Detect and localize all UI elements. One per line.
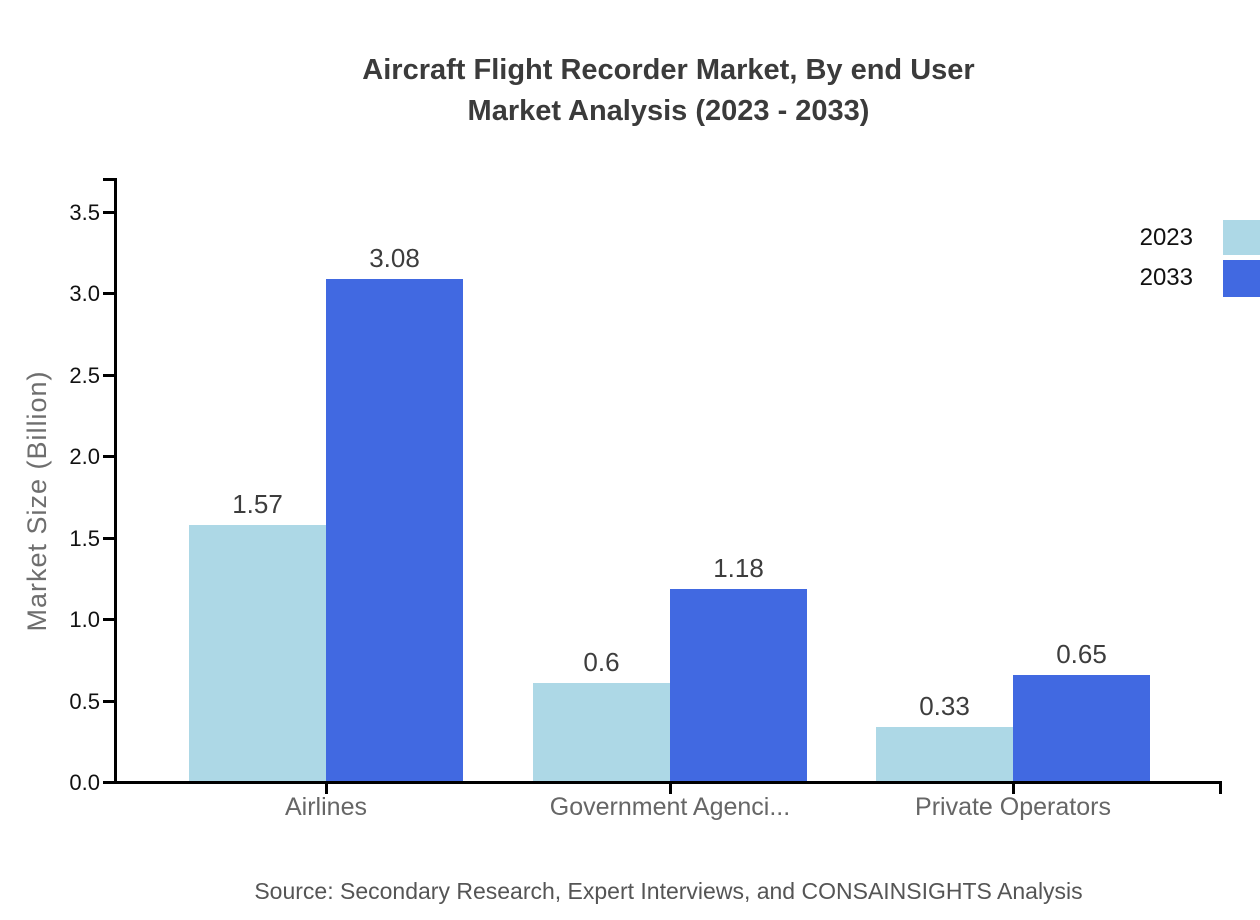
bar-value-label: 0.33 bbox=[919, 691, 970, 721]
y-tick-label: 3.5 bbox=[69, 199, 100, 225]
y-tick-label: 3.0 bbox=[69, 281, 100, 306]
x-tick-mark bbox=[669, 781, 672, 794]
y-tick-mark bbox=[103, 210, 114, 214]
bar-2023-Private Operators bbox=[876, 727, 1013, 781]
bar-value-label: 1.57 bbox=[232, 489, 283, 519]
y-tick-label: 1.5 bbox=[69, 525, 100, 551]
y-tick-label: 1.0 bbox=[69, 607, 100, 632]
category-label: Airlines bbox=[285, 793, 367, 821]
source-attribution: Source: Secondary Research, Expert Inter… bbox=[254, 878, 1083, 904]
x-tick-mark bbox=[1012, 781, 1015, 794]
y-tick-mark bbox=[103, 536, 114, 540]
bar-2023-Airlines bbox=[189, 525, 326, 781]
y-tick-label: 0.0 bbox=[69, 770, 100, 795]
y-axis-label: Market Size (Billion) bbox=[22, 370, 52, 632]
chart-title-line2: Market Analysis (2023 - 2033) bbox=[467, 95, 870, 127]
y-tick-mark bbox=[103, 373, 114, 377]
bar-value-label: 0.6 bbox=[583, 647, 620, 677]
x-axis-end-tick bbox=[1219, 781, 1222, 794]
category-label: Government Agenci... bbox=[549, 793, 791, 821]
bar-value-label: 3.08 bbox=[369, 243, 420, 273]
category-label: Private Operators bbox=[915, 793, 1111, 821]
legend-label-2023: 2023 bbox=[1139, 224, 1193, 251]
y-tick-mark bbox=[103, 699, 114, 703]
chart-title-line1: Aircraft Flight Recorder Market, By end … bbox=[362, 54, 975, 86]
x-tick-mark bbox=[325, 781, 328, 794]
y-tick-mark bbox=[103, 292, 114, 295]
bar-2033-Private Operators bbox=[1013, 675, 1150, 781]
bar-2023-Government Agenci... bbox=[533, 683, 670, 781]
y-axis-end-tick bbox=[103, 178, 114, 181]
y-axis-line bbox=[114, 178, 117, 784]
legend-swatch-2033 bbox=[1223, 260, 1260, 297]
y-tick-mark bbox=[103, 781, 114, 784]
y-tick-mark bbox=[103, 455, 114, 458]
legend-swatch-2023 bbox=[1223, 220, 1260, 255]
y-tick-label: 0.5 bbox=[69, 688, 100, 714]
y-tick-label: 2.0 bbox=[69, 444, 100, 469]
y-tick-mark bbox=[103, 618, 114, 621]
bar-value-label: 0.65 bbox=[1056, 639, 1107, 669]
bar-2033-Government Agenci... bbox=[670, 589, 807, 781]
y-tick-label: 2.5 bbox=[69, 362, 100, 388]
x-axis-line bbox=[114, 781, 1222, 784]
chart-title: Aircraft Flight Recorder Market, By end … bbox=[115, 50, 1222, 132]
bar-2033-Airlines bbox=[326, 279, 463, 781]
legend-label-2033: 2033 bbox=[1139, 264, 1193, 291]
bar-value-label: 1.18 bbox=[713, 553, 764, 583]
